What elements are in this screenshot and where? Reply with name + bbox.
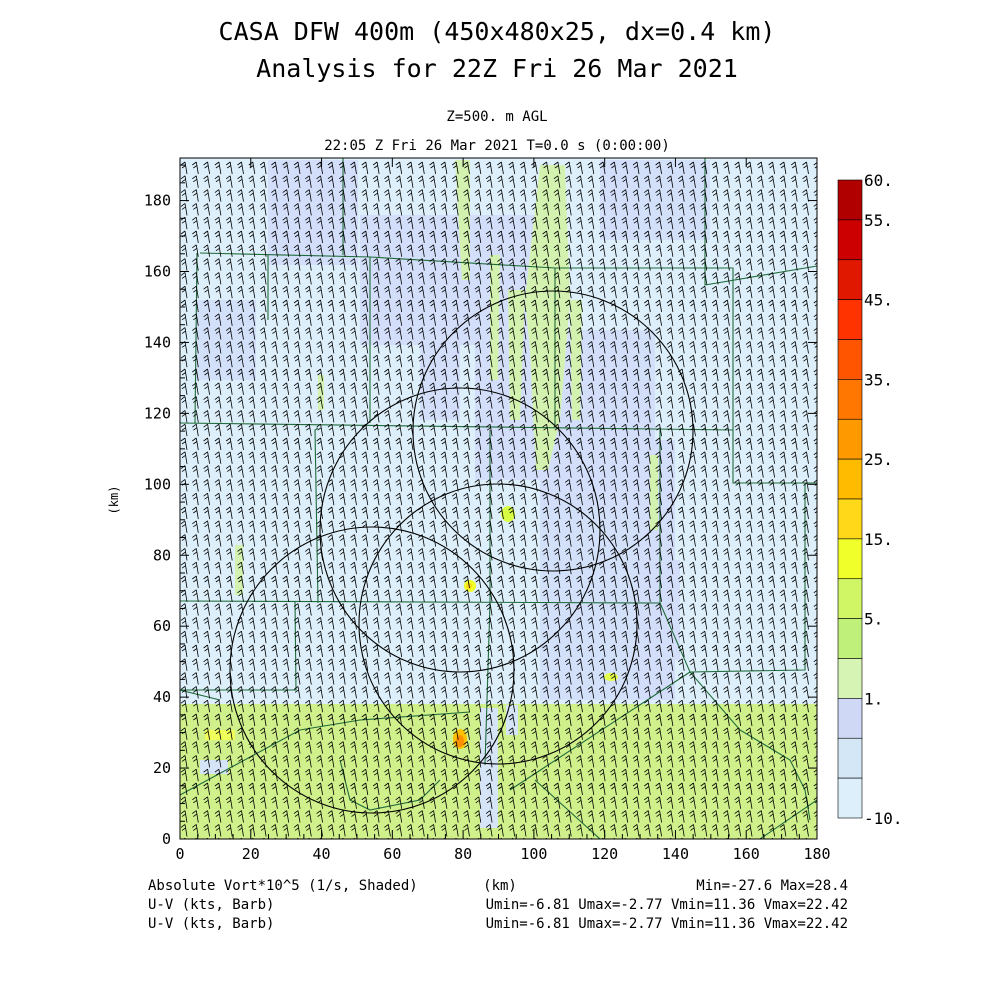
y-tick-label: 80 (153, 546, 171, 564)
colorbar-swatch (837, 259, 863, 300)
wind-barbs (180, 161, 817, 839)
y-tick-label: 180 (144, 192, 171, 210)
colorbar-swatch (837, 219, 863, 261)
subtitle-time: 22:05 Z Fri 26 Mar 2021 T=0.0 s (0:00:00… (324, 138, 670, 154)
y-tick-label: 100 (144, 475, 171, 493)
colorbar-swatch (837, 658, 863, 699)
subtitle-level: Z=500. m AGL (446, 109, 547, 125)
colorbar-swatch (837, 777, 863, 819)
colorbar-swatch (837, 379, 863, 420)
colorbar-label: 1. (864, 689, 883, 708)
x-tick-label: 80 (454, 845, 472, 863)
colorbar-swatch (837, 179, 863, 221)
colorbar-label: 45. (864, 291, 893, 310)
radar-ring-2 (319, 387, 601, 673)
x-axis-label: (km) (483, 878, 517, 894)
x-tick-label: 60 (383, 845, 401, 863)
colorbar-swatch (837, 339, 863, 380)
colorbar-swatch (837, 698, 863, 739)
colorbar-label: 55. (864, 211, 893, 230)
y-tick-label: 60 (153, 617, 171, 635)
colorbar-swatch (837, 498, 863, 540)
title-line1: CASA DFW 400m (450x480x25, dx=0.4 km) (219, 17, 776, 46)
colorbar-label: 25. (864, 450, 893, 469)
footer-stats-2: Umin=-6.81 Umax=-2.77 Vmin=11.36 Vmax=22… (486, 897, 848, 913)
y-tick-label: 0 (162, 830, 171, 848)
colorbar-label: -10. (864, 809, 903, 828)
title-line2: Analysis for 22Z Fri 26 Mar 2021 (256, 54, 738, 83)
colorbar-swatch (837, 418, 863, 460)
x-tick-label: 180 (803, 845, 830, 863)
y-tick-label: 120 (144, 404, 171, 422)
x-tick-label: 20 (242, 845, 260, 863)
shade-band-patches (200, 705, 518, 828)
colorbar-swatch (837, 458, 863, 500)
colorbar-label: 35. (864, 370, 893, 389)
colorbar-swatch (837, 618, 863, 659)
y-tick-label: 20 (153, 759, 171, 777)
colorbar-label: 5. (864, 610, 883, 629)
plot-area (180, 158, 817, 839)
radar-ring-3 (412, 290, 694, 572)
footer-field-2: U-V (kts, Barb) (148, 897, 274, 913)
colorbar-label: 60. (864, 171, 893, 190)
footer-stats-3: Umin=-6.81 Umax=-2.77 Vmin=11.36 Vmax=22… (486, 916, 848, 932)
footer-field-3: U-V (kts, Barb) (148, 916, 274, 932)
y-tick-label: 40 (153, 688, 171, 706)
x-tick-label: 40 (313, 845, 331, 863)
colorbar-swatch (837, 578, 863, 619)
radar-ring-1 (229, 526, 515, 814)
colorbar-label: 15. (864, 530, 893, 549)
footer-stats-1: Min=-27.6 Max=28.4 (696, 878, 848, 894)
y-tick-label: 160 (144, 263, 171, 281)
x-tick-label: 100 (520, 845, 547, 863)
colorbar-swatch (837, 737, 863, 779)
radar-ring-4 (358, 483, 638, 765)
colorbar-swatch (837, 538, 863, 580)
footer-field-1: Absolute Vort*10^5 (1/s, Shaded) (148, 878, 418, 894)
axes: 0 20 40 60 80 100 120 140 160 180 0 20 40 60 80 100 120 1… (144, 158, 831, 863)
x-tick-label: 160 (733, 845, 760, 863)
x-tick-label: 140 (662, 845, 689, 863)
x-tick-label: 0 (175, 845, 184, 863)
colorbar: 60. 55. 45. 35. 25. 15. 5. 1. -10. (837, 171, 903, 828)
radar-rings (229, 290, 694, 814)
y-tick-label: 140 (144, 333, 171, 351)
colorbar-swatch (837, 299, 863, 340)
y-axis-label: (km) (107, 486, 121, 515)
x-tick-label: 120 (591, 845, 618, 863)
